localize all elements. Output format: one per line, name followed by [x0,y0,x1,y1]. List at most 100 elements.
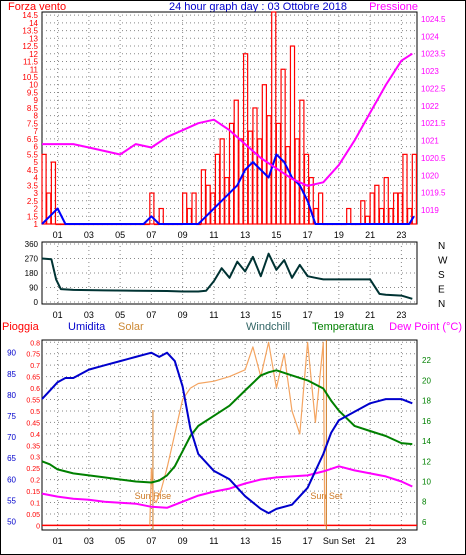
pressure-y-tick-label: 1021 [421,137,439,146]
header-right: Pressione [369,1,418,13]
wind-y-tick-label: 5 [34,158,39,167]
wind-x-tick-label: 09 [178,230,188,240]
weather-x-tick-label: 15 [271,536,281,546]
wind-y-tick-label: 9 [34,96,39,105]
wind-bar [261,84,268,225]
temperature-y-tick-label: 18 [422,397,431,406]
weather-x-tick-label: 17 [303,536,313,546]
temperature-y-tick-label: 10 [422,477,431,486]
weather-x-tick-label: 09 [178,536,188,546]
rain-y-tick-label: 0 [36,523,40,530]
wind-y-tick-label: 3 [34,189,39,198]
weather-x-tick-label: 21 [365,536,375,546]
wind-y-tick-label: 12.5 [22,42,38,51]
wind-bar [247,130,253,225]
wind-bar [60,223,66,226]
wind-bar [280,68,286,225]
wind-average-line [41,153,415,225]
header-left: Forza vento [8,1,66,13]
rain-y-tick-label: 0.35 [26,443,40,450]
direction-x-tick-label: 15 [271,310,281,320]
direction-x-tick-label: 05 [115,310,125,320]
rain-y-tick-label: 0.45 [26,420,40,427]
sunset-label: Sun Set [310,491,343,501]
wind-bar [224,176,230,225]
temperature-y-tick-label: 12 [422,457,431,466]
solar-line [149,341,326,526]
wind-bar [41,153,47,225]
wind-bar [275,122,282,225]
wind-y-tick-label: 6.5 [27,135,39,144]
wind-y-tick-label: 9.5 [27,88,39,97]
weather-x-tick-label: 23 [396,536,406,546]
legend-humidity: Umidita [68,321,106,333]
dewpoint-line [41,465,413,509]
rain-y-tick-label: 0.55 [26,398,40,405]
wind-y-tick-label: 13.5 [22,27,38,36]
wind-bar [299,99,305,225]
temperature-y-tick-label: 20 [422,376,431,385]
wind-bar [219,138,225,225]
temperature-y-tick-label: 6 [422,518,427,527]
wind-y-tick-label: 3.5 [27,181,39,190]
temperature-y-tick-label: 22 [422,356,431,365]
direction-x-tick-label: 19 [334,310,344,320]
humidity-y-tick-label: 60 [7,475,16,484]
weather-x-tick-label: 03 [84,536,94,546]
wind-y-tick-label: 11.5 [23,58,39,67]
wind-bar [303,153,310,225]
wind-bar [144,223,150,226]
wind-y-tick-label: 2.5 [27,197,39,206]
wind-y-tick-label: 10.5 [22,73,38,82]
wind-x-tick-label: 01 [53,230,63,240]
wind-y-tick-label: 5.5 [27,150,39,159]
direction-x-tick-label: 23 [396,310,406,320]
direction-x-tick-label: 11 [209,310,218,320]
pressure-y-tick-label: 1022.5 [421,84,446,93]
legend-rain: Pioggia [2,321,40,333]
wind-bar [214,153,221,225]
rain-y-tick-label: 0.7 [30,363,40,370]
wind-bar [271,11,277,225]
wind-x-tick-label: 21 [365,230,375,240]
wind-bar [285,146,291,225]
wind-y-tick-label: 4.5 [27,166,39,175]
pressure-y-tick-label: 1023.5 [421,50,446,59]
pressure-y-tick-label: 1019 [421,206,439,215]
legend-dewpoint: Dew Point (°C) [389,321,462,333]
compass-label: W [438,256,448,267]
wind-bar [242,53,249,225]
wind-y-tick-label: 7 [34,127,39,136]
rain-y-tick-label: 0.75 [26,352,40,359]
wind-y-tick-label: 11 [30,65,39,74]
direction-x-tick-label: 13 [240,310,250,320]
direction-y-tick-label: 0 [34,298,39,307]
weather-x-tick-label: 05 [115,536,125,546]
temperature-y-tick-label: 8 [422,498,427,507]
wind-y-tick-label: 8.5 [27,104,39,113]
wind-y-tick-label: 12 [29,50,38,59]
direction-x-tick-label: 03 [84,310,94,320]
humidity-y-tick-label: 90 [7,349,16,358]
wind-bar [233,99,239,225]
wind-x-tick-label: 17 [303,230,313,240]
direction-y-tick-label: 180 [25,269,39,278]
pressure-y-tick-label: 1024.5 [421,15,446,24]
legend-temperature: Temperatura [312,321,375,333]
direction-x-tick-label: 21 [365,310,375,320]
wind-bar [149,192,155,225]
wind-x-tick-label: 15 [271,230,281,240]
legend-solar: Solar [118,321,144,333]
wind-x-tick-label: 11 [209,230,218,240]
wind-x-tick-label: 13 [240,230,250,240]
rain-y-tick-label: 0.3 [30,455,40,462]
compass-label: E [438,285,445,296]
humidity-y-tick-label: 65 [7,454,16,463]
rain-y-tick-label: 0.1 [30,501,40,508]
weather-x-tick-label: 13 [240,536,250,546]
wind-bar [50,161,57,225]
humidity-y-tick-label: 80 [7,391,16,400]
header-center: 24 hour graph day : 03 Ottobre 2018 [169,1,347,13]
